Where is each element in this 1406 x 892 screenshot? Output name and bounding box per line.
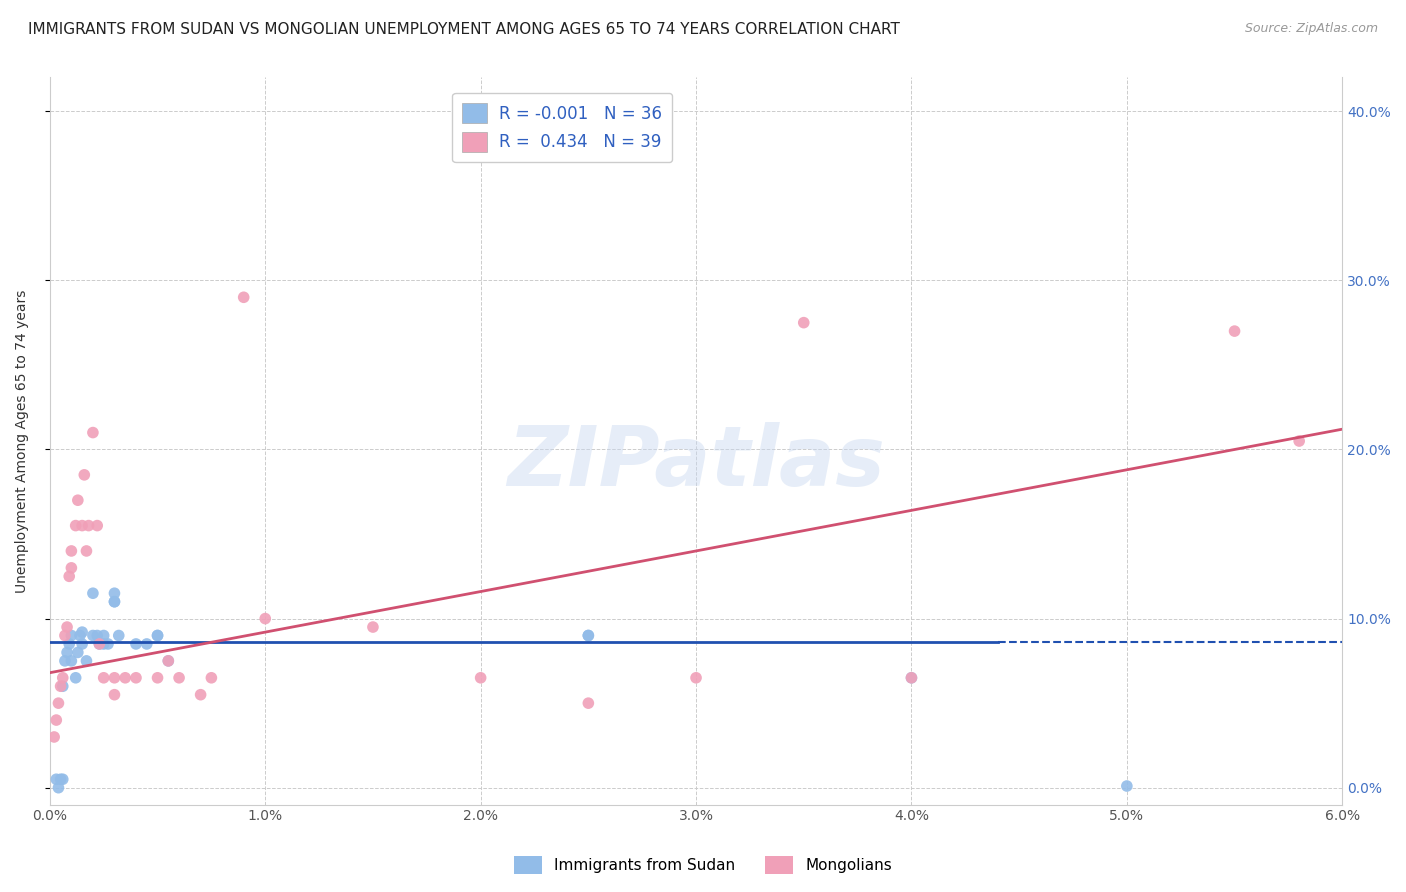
Point <box>200 671 222 685</box>
Point <box>1223 324 1246 338</box>
Point <box>146 671 169 685</box>
Point <box>1288 434 1310 448</box>
Point <box>86 518 108 533</box>
Point <box>69 628 91 642</box>
Point <box>86 628 108 642</box>
Point <box>103 671 125 685</box>
Point <box>49 679 72 693</box>
Point <box>45 772 67 787</box>
Point <box>65 671 87 685</box>
Point <box>58 569 80 583</box>
Text: ZIPatlas: ZIPatlas <box>508 422 884 503</box>
Point <box>125 671 148 685</box>
Point <box>82 586 104 600</box>
Point <box>103 595 125 609</box>
Point <box>60 544 83 558</box>
Point <box>93 628 115 642</box>
Point <box>254 611 277 625</box>
Point <box>66 493 89 508</box>
Point <box>60 628 83 642</box>
Point <box>576 696 599 710</box>
Point <box>52 772 75 787</box>
Point <box>685 671 707 685</box>
Point <box>900 671 922 685</box>
Point <box>97 637 120 651</box>
Text: Source: ZipAtlas.com: Source: ZipAtlas.com <box>1244 22 1378 36</box>
Point <box>60 561 83 575</box>
Point <box>1115 779 1137 793</box>
Point <box>53 628 76 642</box>
Point <box>89 637 111 651</box>
Point <box>93 637 115 651</box>
Point <box>470 671 492 685</box>
Point <box>45 713 67 727</box>
Y-axis label: Unemployment Among Ages 65 to 74 years: Unemployment Among Ages 65 to 74 years <box>15 289 30 592</box>
Point <box>70 518 93 533</box>
Point <box>793 316 815 330</box>
Point <box>135 637 157 651</box>
Point <box>103 688 125 702</box>
Point <box>82 425 104 440</box>
Point <box>361 620 384 634</box>
Point <box>576 628 599 642</box>
Point <box>56 620 79 634</box>
Point <box>65 518 87 533</box>
Point <box>82 628 104 642</box>
Point <box>146 628 169 642</box>
Point <box>48 696 70 710</box>
Point <box>157 654 180 668</box>
Point <box>77 518 100 533</box>
Point <box>49 772 72 787</box>
Point <box>89 637 111 651</box>
Point <box>232 290 254 304</box>
Point <box>900 671 922 685</box>
Point <box>93 671 115 685</box>
Point <box>73 467 96 482</box>
Point <box>146 628 169 642</box>
Point <box>60 654 83 668</box>
Point <box>190 688 212 702</box>
Legend: Immigrants from Sudan, Mongolians: Immigrants from Sudan, Mongolians <box>508 850 898 880</box>
Text: IMMIGRANTS FROM SUDAN VS MONGOLIAN UNEMPLOYMENT AMONG AGES 65 TO 74 YEARS CORREL: IMMIGRANTS FROM SUDAN VS MONGOLIAN UNEMP… <box>28 22 900 37</box>
Point <box>44 730 66 744</box>
Point <box>58 637 80 651</box>
Point <box>52 671 75 685</box>
Point <box>157 654 180 668</box>
Point <box>53 654 76 668</box>
Point <box>167 671 190 685</box>
Point <box>103 595 125 609</box>
Point <box>107 628 129 642</box>
Point <box>48 780 70 795</box>
Point <box>70 637 93 651</box>
Point <box>75 544 97 558</box>
Point <box>103 586 125 600</box>
Point <box>52 679 75 693</box>
Point <box>56 645 79 659</box>
Point <box>70 625 93 640</box>
Point <box>576 628 599 642</box>
Legend: R = -0.001   N = 36, R =  0.434   N = 39: R = -0.001 N = 36, R = 0.434 N = 39 <box>453 93 672 162</box>
Point <box>75 654 97 668</box>
Point <box>114 671 136 685</box>
Point <box>66 645 89 659</box>
Point <box>125 637 148 651</box>
